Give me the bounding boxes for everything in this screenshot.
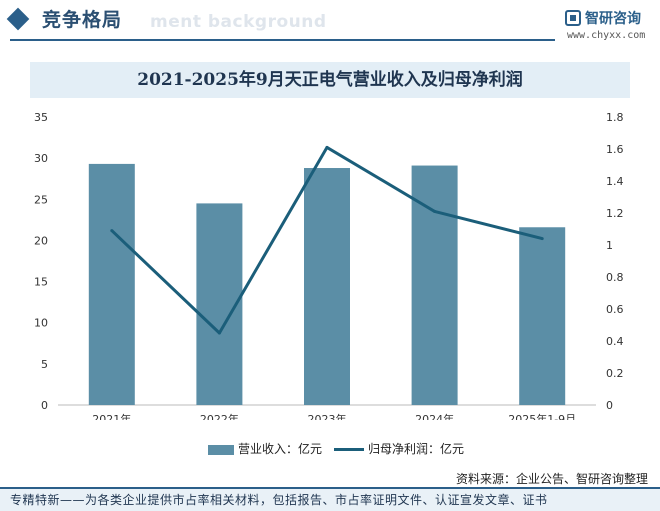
- diamond-icon: [6, 7, 30, 31]
- chart-area: 0 5 10 15 20 25 30 35 0 0.2 0.4 0.6 0.8 1 1.2 1.4 1.6 1.8…: [34, 111, 624, 420]
- net-profit-point: [433, 209, 437, 213]
- brand-logo: 智研咨询 www.chyxx.com: [565, 8, 660, 48]
- revenue-bar: [304, 168, 350, 405]
- section-title: 竞争格局: [42, 9, 123, 31]
- revenue-bar: [88, 163, 135, 405]
- net-profit-point: [325, 145, 329, 149]
- x-tick-label: 2021年: [92, 412, 131, 420]
- legend-item-net-profit: 归母净利润：亿元: [334, 440, 464, 457]
- y-right-tick-label: 1: [606, 239, 613, 252]
- y-left-tick-label: 10: [34, 317, 48, 330]
- y-left-tick-label: 20: [34, 234, 48, 247]
- net-profit-point: [110, 229, 114, 233]
- y-left-tick-label: 25: [34, 193, 48, 206]
- legend-label-net-profit: 归母净利润：亿元: [368, 442, 465, 456]
- y-left-tick-label: 0: [41, 399, 48, 412]
- y-left-tick-label: 30: [34, 152, 48, 165]
- y-right-tick-label: 0.2: [606, 367, 624, 380]
- y-right-tick-label: 0.4: [606, 335, 624, 348]
- logo-name: 智研咨询: [585, 11, 641, 27]
- x-tick-label: 2025年1-9月: [508, 412, 576, 420]
- y-right-tick-label: 0.6: [606, 303, 624, 316]
- y-right-tick-label: 0.8: [606, 271, 624, 284]
- y-left-tick-label: 5: [41, 358, 48, 371]
- x-tick-label: 2024年: [415, 412, 454, 420]
- net-profit-point: [217, 331, 221, 335]
- revenue-bar: [411, 165, 458, 405]
- y-right-tick-label: 0: [606, 399, 613, 412]
- x-tick-label: 2022年: [200, 412, 239, 420]
- logo-url: www.chyxx.com: [567, 30, 646, 41]
- header: 竞争格局 ment background 智研咨询 www.chyxx.com: [0, 0, 660, 46]
- y-left-tick-label: 15: [34, 276, 48, 289]
- header-divider: [10, 39, 555, 41]
- revenue-bar: [519, 227, 566, 405]
- net-profit-point: [540, 237, 544, 241]
- x-tick-label: 2023年: [308, 412, 347, 420]
- y-right-tick-label: 1.8: [606, 111, 624, 124]
- y-left-tick-label: 35: [34, 111, 48, 124]
- footer-banner: 专精特新——为各类企业提供市占率相关材料，包括报告、市占率证明文件、认证宣发文章…: [0, 487, 660, 511]
- source-note: 资料来源：企业公告、智研咨询整理: [455, 472, 648, 486]
- chart-title-band: 2021-2025年9月天正电气营业收入及归母净利润: [30, 62, 630, 98]
- legend-item-revenue: 营业收入：亿元: [208, 440, 322, 457]
- y-right-tick-label: 1.4: [606, 175, 624, 188]
- y-right-tick-label: 1.2: [606, 207, 624, 220]
- legend-label-revenue: 营业收入：亿元: [238, 442, 323, 456]
- legend-swatch-line: [334, 448, 364, 451]
- chart-title: 2021-2025年9月天正电气营业收入及归母净利润: [137, 70, 523, 90]
- footer-text: 专精特新——为各类企业提供市占率相关材料，包括报告、市占率证明文件、认证宣发文章…: [10, 493, 548, 507]
- legend-swatch-bar: [208, 444, 234, 455]
- logo-icon: [565, 10, 581, 26]
- background-watermark-text: ment background: [150, 12, 327, 32]
- y-right-tick-label: 1.6: [606, 143, 624, 156]
